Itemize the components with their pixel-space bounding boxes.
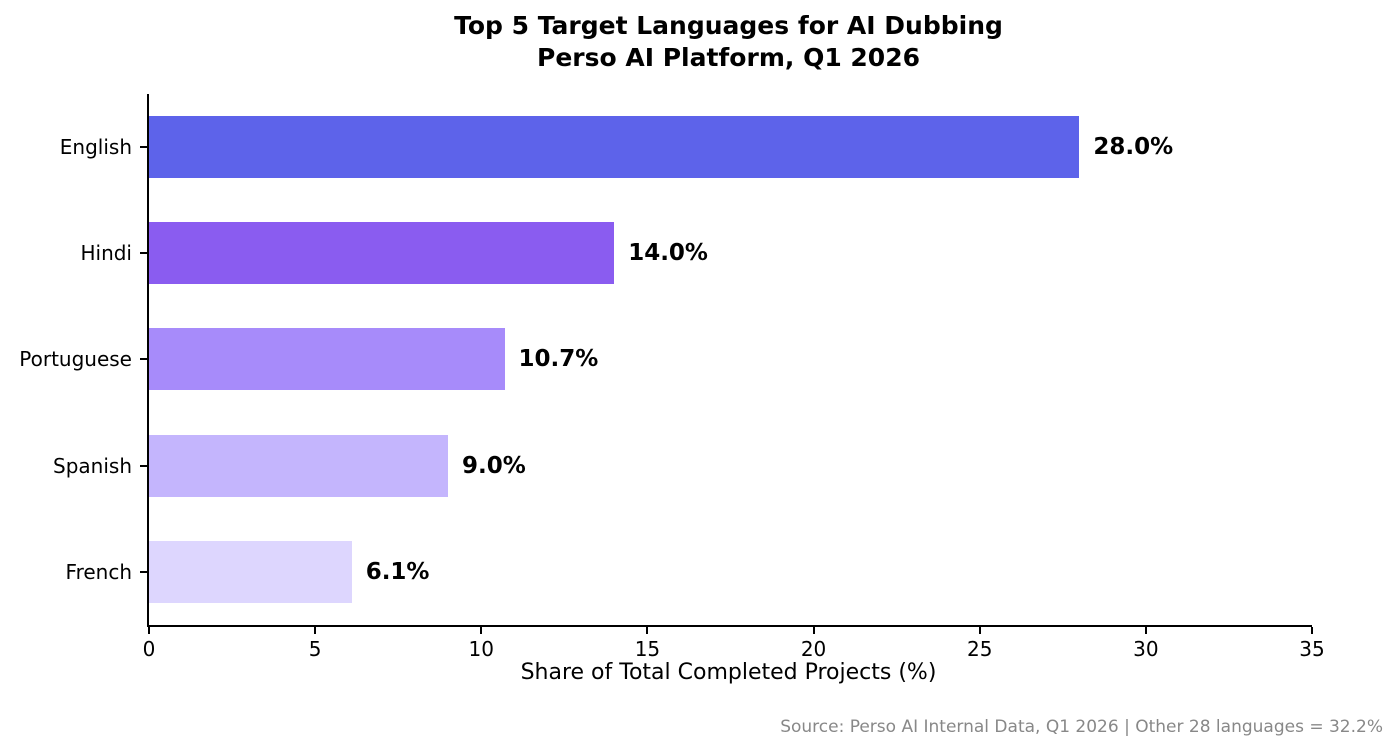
value-label: 28.0% <box>1093 134 1174 161</box>
bar-row: Hindi 14.0% <box>80 200 1312 306</box>
bars-container: English 28.0% Hindi 14.0% Portuguese 10.7% Spa… <box>19 94 1312 625</box>
bar-row: Spanish 9.0% <box>53 413 1312 519</box>
y-axis-tick <box>140 252 147 255</box>
x-tick-label: 15 <box>634 637 661 661</box>
value-label: 10.7% <box>518 346 599 373</box>
x-tick-label: 10 <box>468 637 495 661</box>
bar <box>149 328 505 391</box>
y-axis-tick <box>140 146 147 149</box>
x-tick-label: 5 <box>308 637 322 661</box>
y-axis-tick <box>140 464 147 467</box>
x-axis-tick <box>314 627 317 634</box>
bar <box>149 116 1080 179</box>
x-axis-label: Share of Total Completed Projects (%) <box>520 660 937 685</box>
category-label: French <box>65 559 132 584</box>
x-tick-label: 30 <box>1133 637 1159 661</box>
value-label: 14.0% <box>628 240 708 267</box>
x-tick-label: 20 <box>800 637 827 661</box>
category-label: Hindi <box>80 241 132 266</box>
category-label: Spanish <box>53 453 132 478</box>
category-label: Portuguese <box>19 347 132 372</box>
chart-title-block: Top 5 Target Languages for AI Dubbing Pe… <box>147 10 1310 74</box>
x-tick-label: 25 <box>966 637 993 661</box>
bar <box>149 540 352 603</box>
bar-row: English 28.0% <box>60 94 1312 200</box>
x-axis-tick <box>1311 627 1313 634</box>
plot-area: English 28.0% Hindi 14.0% Portuguese 10.7% Spa… <box>19 94 1325 661</box>
value-label: 9.0% <box>462 452 526 479</box>
x-axis-tick <box>646 627 649 634</box>
y-axis-tick <box>140 358 147 361</box>
category-label: English <box>59 135 132 160</box>
x-axis: 0 5 10 15 20 25 30 35 <box>143 625 1325 665</box>
x-axis-tick <box>480 627 483 634</box>
bar <box>149 434 449 497</box>
source-note: Source: Perso AI Internal Data, Q1 2026 … <box>780 717 1383 737</box>
x-tick-label: 0 <box>142 637 156 661</box>
bar-row: French 6.1% <box>66 519 1312 625</box>
x-axis-tick <box>812 627 815 634</box>
value-label: 6.1% <box>365 558 430 585</box>
x-tick-label: 35 <box>1299 637 1325 661</box>
x-axis-tick <box>1144 627 1147 634</box>
chart-title: Top 5 Target Languages for AI Dubbing <box>454 11 1003 40</box>
bar-row: Portuguese 10.7% <box>19 306 1312 412</box>
y-axis-tick <box>140 570 147 573</box>
bar <box>149 222 615 285</box>
chart-subtitle: Perso AI Platform, Q1 2026 <box>537 43 920 72</box>
x-axis-tick <box>978 627 981 634</box>
x-axis-tick <box>148 627 150 634</box>
